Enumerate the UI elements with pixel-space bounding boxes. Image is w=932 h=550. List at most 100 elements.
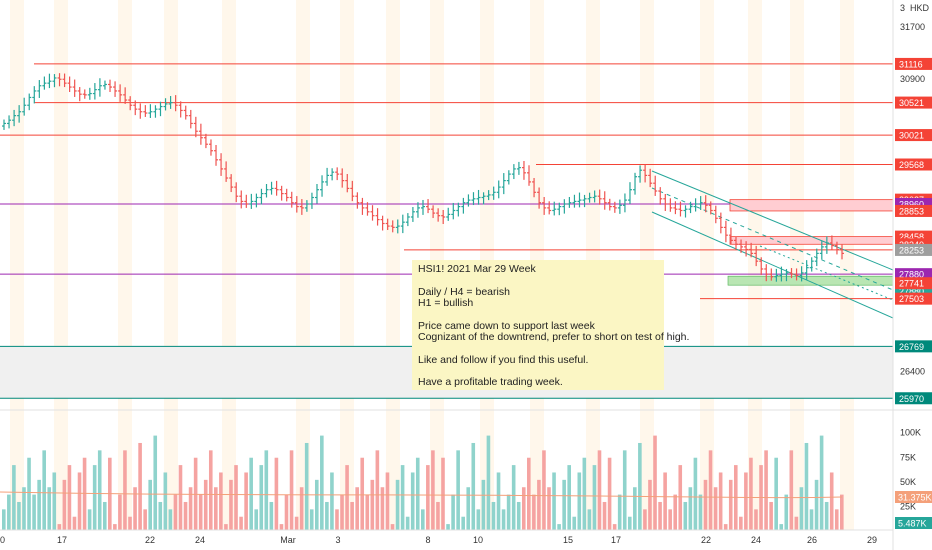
volume-bar xyxy=(340,494,344,530)
candle xyxy=(314,183,319,204)
volume-bar xyxy=(113,524,117,530)
candle xyxy=(602,191,607,210)
level-badge-label: 27503 xyxy=(899,294,924,304)
candle xyxy=(67,76,72,92)
candle xyxy=(481,192,486,205)
volume-bar xyxy=(840,494,844,530)
volume-bar xyxy=(138,442,142,530)
channel-bottom xyxy=(651,211,894,319)
candle xyxy=(658,187,663,205)
volume-bar xyxy=(819,435,824,530)
candle xyxy=(638,165,643,183)
session-band xyxy=(340,0,354,530)
candle xyxy=(834,241,839,255)
candle xyxy=(461,197,466,214)
candle xyxy=(739,239,744,253)
volume-bar xyxy=(532,494,536,530)
candle xyxy=(698,196,703,210)
volume-bar xyxy=(47,487,52,530)
volume-bar xyxy=(370,479,375,530)
volume-bar xyxy=(335,509,339,530)
volume-bar xyxy=(491,501,496,530)
candle xyxy=(214,145,219,166)
volume-bar xyxy=(390,524,395,530)
candle xyxy=(325,167,330,186)
candle xyxy=(193,116,198,138)
candle xyxy=(415,202,420,218)
level-badge xyxy=(895,243,932,256)
candle xyxy=(648,168,653,188)
level-badge xyxy=(895,204,932,217)
volume-bar xyxy=(804,442,809,530)
candle xyxy=(779,266,784,282)
note-line xyxy=(418,276,658,287)
candle xyxy=(239,190,244,209)
candle xyxy=(814,248,819,267)
volume-bar xyxy=(92,465,97,530)
candle xyxy=(744,241,749,257)
candle xyxy=(178,101,183,118)
x-tick-label: 8 xyxy=(425,535,430,545)
session-band xyxy=(840,0,854,530)
volume-bar xyxy=(814,479,819,530)
volume-bar xyxy=(582,457,587,530)
candle xyxy=(683,205,688,218)
candle xyxy=(234,182,239,203)
candle xyxy=(607,198,612,211)
level-badge-label: 25970 xyxy=(899,394,924,404)
candle xyxy=(113,81,118,97)
candle xyxy=(62,73,67,88)
candle xyxy=(552,201,557,216)
volume-bar xyxy=(789,450,794,530)
volume-bar xyxy=(809,509,814,530)
volume-bar xyxy=(506,494,511,530)
candle xyxy=(274,180,279,196)
candle xyxy=(309,192,314,209)
level-badge xyxy=(895,277,932,290)
candle xyxy=(355,192,360,209)
x-tick-label: 15 xyxy=(563,535,573,545)
volume-last-badge xyxy=(895,517,932,529)
volume-bar xyxy=(693,457,698,530)
volume-bar xyxy=(421,509,425,530)
candle xyxy=(320,175,325,197)
x-tick-label: 24 xyxy=(195,535,205,545)
volume-bar xyxy=(476,509,481,530)
volume-bar xyxy=(168,509,173,530)
volume-bar xyxy=(597,450,602,530)
volume-bar xyxy=(688,487,693,530)
volume-bar xyxy=(607,457,612,530)
volume-bar xyxy=(527,457,531,530)
level-badge-label: 27880 xyxy=(899,270,924,280)
candle xyxy=(582,194,587,208)
candle xyxy=(789,268,794,279)
volume-bar xyxy=(148,479,152,530)
volume-bar xyxy=(521,487,526,530)
volume-bar xyxy=(203,479,208,530)
volume-bar xyxy=(516,501,521,530)
candle xyxy=(173,95,178,112)
candle xyxy=(108,79,113,92)
volume-bar xyxy=(67,465,72,530)
candle xyxy=(446,207,451,221)
candle xyxy=(203,133,208,149)
candle xyxy=(809,257,814,272)
volume-bar xyxy=(97,450,102,530)
candle xyxy=(441,209,446,225)
candle xyxy=(22,97,27,116)
volume-bar xyxy=(774,457,778,530)
x-tick-label: 3 xyxy=(335,535,340,545)
volume-bar xyxy=(829,472,834,530)
candle xyxy=(138,103,143,119)
volume-bar xyxy=(350,501,354,530)
candle xyxy=(511,164,516,180)
candle xyxy=(421,199,425,215)
volume-bar xyxy=(304,442,309,530)
candle xyxy=(728,227,733,245)
annotation-note[interactable]: HSI1! 2021 Mar 29 Week Daily / H4 = beari… xyxy=(412,260,689,390)
volume-bar xyxy=(446,524,450,530)
candle xyxy=(557,202,562,216)
candle xyxy=(774,268,779,282)
note-line: Daily / H4 = bearish xyxy=(418,285,510,298)
channel-mid-2 xyxy=(759,245,894,301)
